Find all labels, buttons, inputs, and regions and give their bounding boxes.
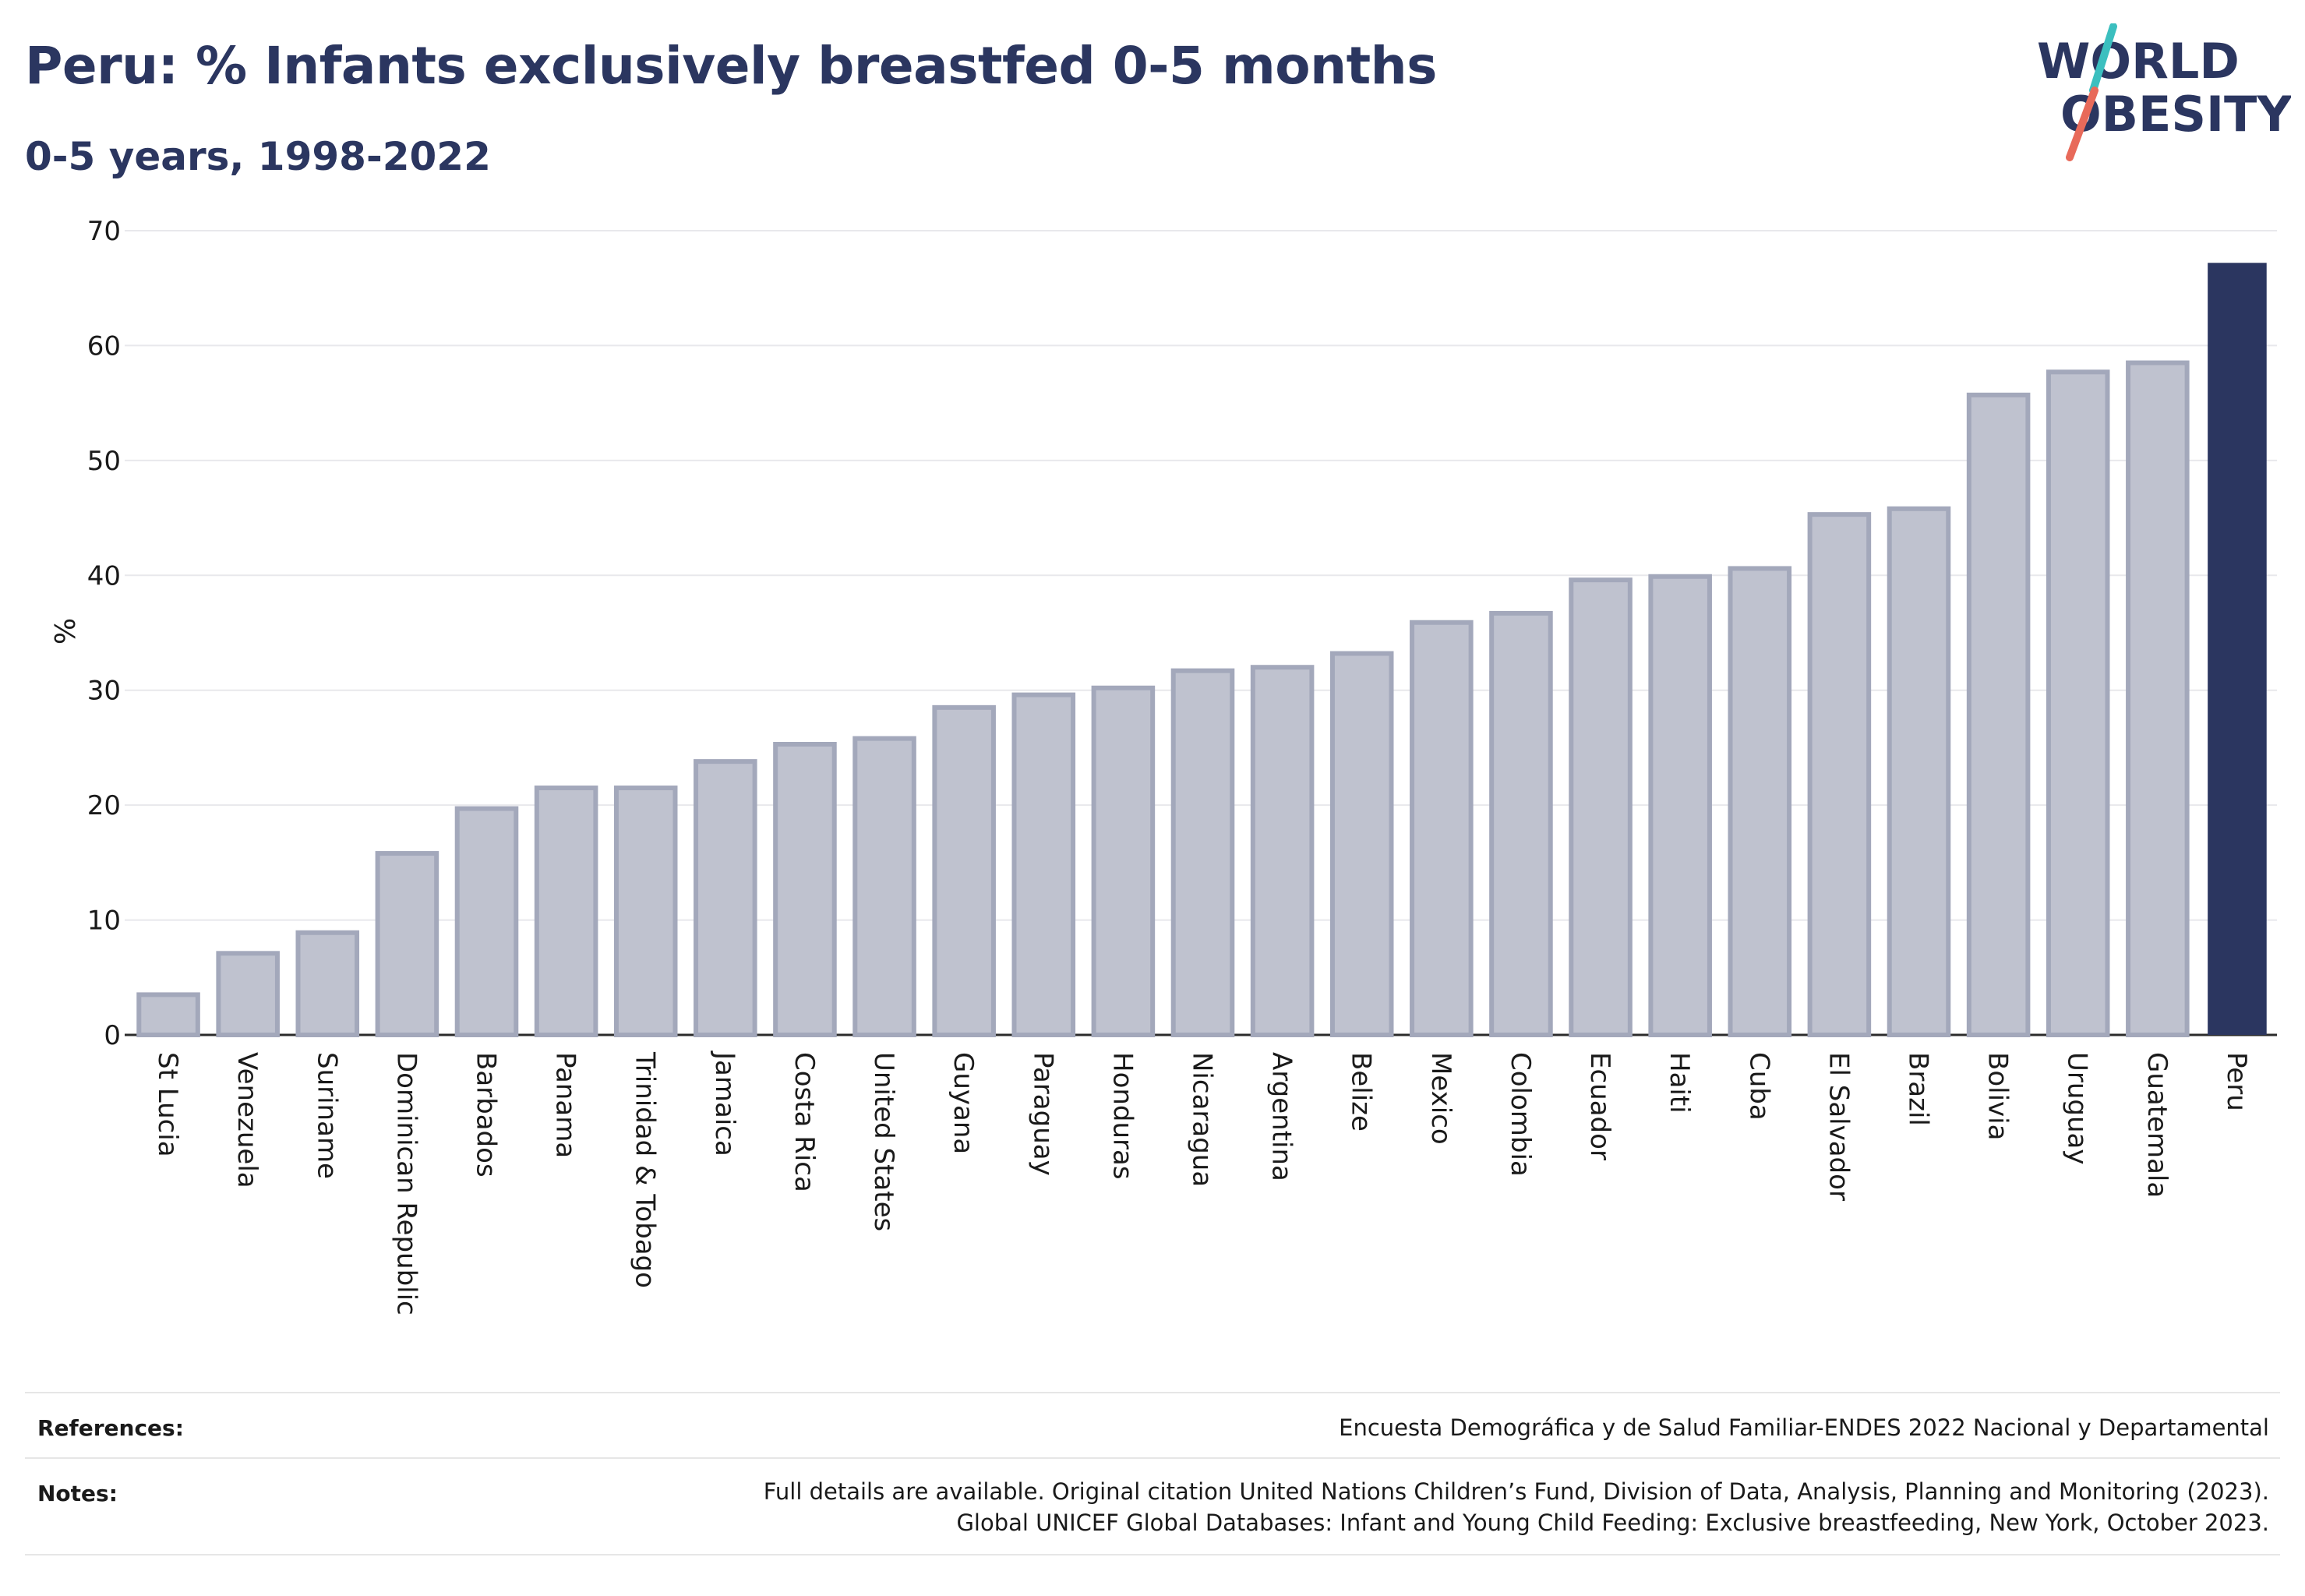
bar-chart: 0 10 20 30 40 50 60 70 St Lucia Venezuela Surinam… <box>48 216 2277 1315</box>
x-tick-label: Bolivia <box>1982 1052 2014 1140</box>
bar-uruguay <box>2046 369 2110 1037</box>
x-tick-label: Uruguay <box>2062 1052 2093 1165</box>
bar-barbados <box>454 806 519 1037</box>
x-tick-label: Nicaragua <box>1187 1052 1218 1187</box>
bar-argentina <box>1250 665 1315 1037</box>
x-tick-label: Barbados <box>471 1052 502 1178</box>
y-tick-label: 30 <box>87 676 121 707</box>
bar-mexico <box>1410 620 1474 1037</box>
x-tick-label: El Salvador <box>1823 1052 1854 1201</box>
x-tick-label: St Lucia <box>152 1052 183 1157</box>
bar-st-lucia <box>136 992 200 1038</box>
bar-bolivia <box>1966 392 2031 1037</box>
bar-brazil <box>1887 506 1951 1037</box>
x-tick-label: Colombia <box>1505 1052 1536 1177</box>
x-tick-label: Paraguay <box>1027 1052 1058 1176</box>
y-tick-label: 70 <box>87 216 121 247</box>
footer-divider-middle <box>25 1457 2280 1459</box>
x-tick-label: Belize <box>1346 1052 1377 1132</box>
bars <box>136 263 2267 1038</box>
chart-subtitle: 0-5 years, 1998-2022 <box>25 134 491 179</box>
x-tick-label: Trinidad & Tobago <box>630 1051 661 1288</box>
bar-el-salvador <box>1807 512 1872 1037</box>
logo-slash-teal <box>2089 23 2117 94</box>
bar-suriname <box>295 930 360 1037</box>
y-tick-label: 0 <box>104 1020 121 1051</box>
bar-belize <box>1329 651 1394 1038</box>
x-tick-label: Cuba <box>1743 1052 1774 1121</box>
chart-title: Peru: % Infants exclusively breastfed 0-… <box>25 36 1437 96</box>
bar-colombia <box>1489 610 1553 1037</box>
bar-nicaragua <box>1170 668 1235 1037</box>
x-tick-label: Costa Rica <box>789 1052 820 1192</box>
y-tick-label: 50 <box>87 446 121 477</box>
bar-haiti <box>1648 574 1712 1037</box>
bar-dominican-republic <box>375 851 439 1038</box>
bar-panama <box>534 786 598 1037</box>
references-label: References: <box>37 1415 184 1441</box>
x-tick-label: Suriname <box>311 1052 342 1179</box>
bar-united-states <box>852 736 916 1037</box>
y-tick-labels: 0 10 20 30 40 50 60 70 <box>87 216 121 1051</box>
x-tick-label: United States <box>868 1052 899 1231</box>
bar-guyana <box>932 704 996 1037</box>
logo-slash-coral <box>2066 87 2099 161</box>
logo-line2: OBESITY <box>2060 86 2291 143</box>
world-obesity-logo: WORLD OBESITY <box>2037 23 2291 161</box>
bar-honduras <box>1091 685 1156 1037</box>
x-tick-label: Ecuador <box>1584 1052 1615 1160</box>
y-tick-label: 10 <box>87 906 121 937</box>
y-tick-label: 40 <box>87 560 121 591</box>
x-tick-label: Peru <box>2221 1052 2252 1111</box>
bar-peru <box>2208 263 2267 1035</box>
bar-trinidad-tobago <box>613 786 678 1037</box>
notes-line2: Global UNICEF Global Databases: Infant a… <box>956 1509 2269 1536</box>
x-tick-label: Jamaica <box>709 1050 740 1156</box>
x-tick-label: Argentina <box>1266 1052 1297 1181</box>
bar-venezuela <box>216 951 280 1037</box>
references-text: Encuesta Demográfica y de Salud Familiar… <box>1339 1414 2269 1441</box>
x-tick-label: Brazil <box>1903 1052 1934 1126</box>
x-tick-label: Mexico <box>1425 1052 1456 1145</box>
footer-divider-bottom <box>25 1554 2280 1555</box>
notes-line1: Full details are available. Original cit… <box>763 1478 2269 1505</box>
x-tick-label: Haiti <box>1664 1052 1695 1114</box>
bar-cuba <box>1728 566 1792 1037</box>
bar-guatemala <box>2126 360 2190 1037</box>
bar-paraguay <box>1011 692 1076 1038</box>
bar-ecuador <box>1569 577 1633 1037</box>
x-tick-label: Panama <box>550 1052 581 1158</box>
x-tick-label: Dominican Republic <box>390 1052 422 1315</box>
y-axis-label: % <box>48 618 79 644</box>
notes-label: Notes: <box>37 1481 118 1506</box>
y-tick-label: 20 <box>87 790 121 821</box>
x-tick-label: Venezuela <box>231 1052 263 1188</box>
bar-costa-rica <box>773 742 837 1038</box>
y-tick-label: 60 <box>87 330 121 362</box>
x-tick-label: Honduras <box>1107 1052 1138 1180</box>
footer-divider-top <box>25 1392 2280 1393</box>
bar-jamaica <box>694 759 757 1037</box>
x-tick-label: Guatemala <box>2141 1052 2173 1198</box>
x-tick-label: Guyana <box>948 1052 979 1154</box>
logo-line1: WORLD <box>2037 33 2240 90</box>
x-tick-labels: St Lucia Venezuela Suriname Dominican Repub… <box>152 1050 2252 1315</box>
